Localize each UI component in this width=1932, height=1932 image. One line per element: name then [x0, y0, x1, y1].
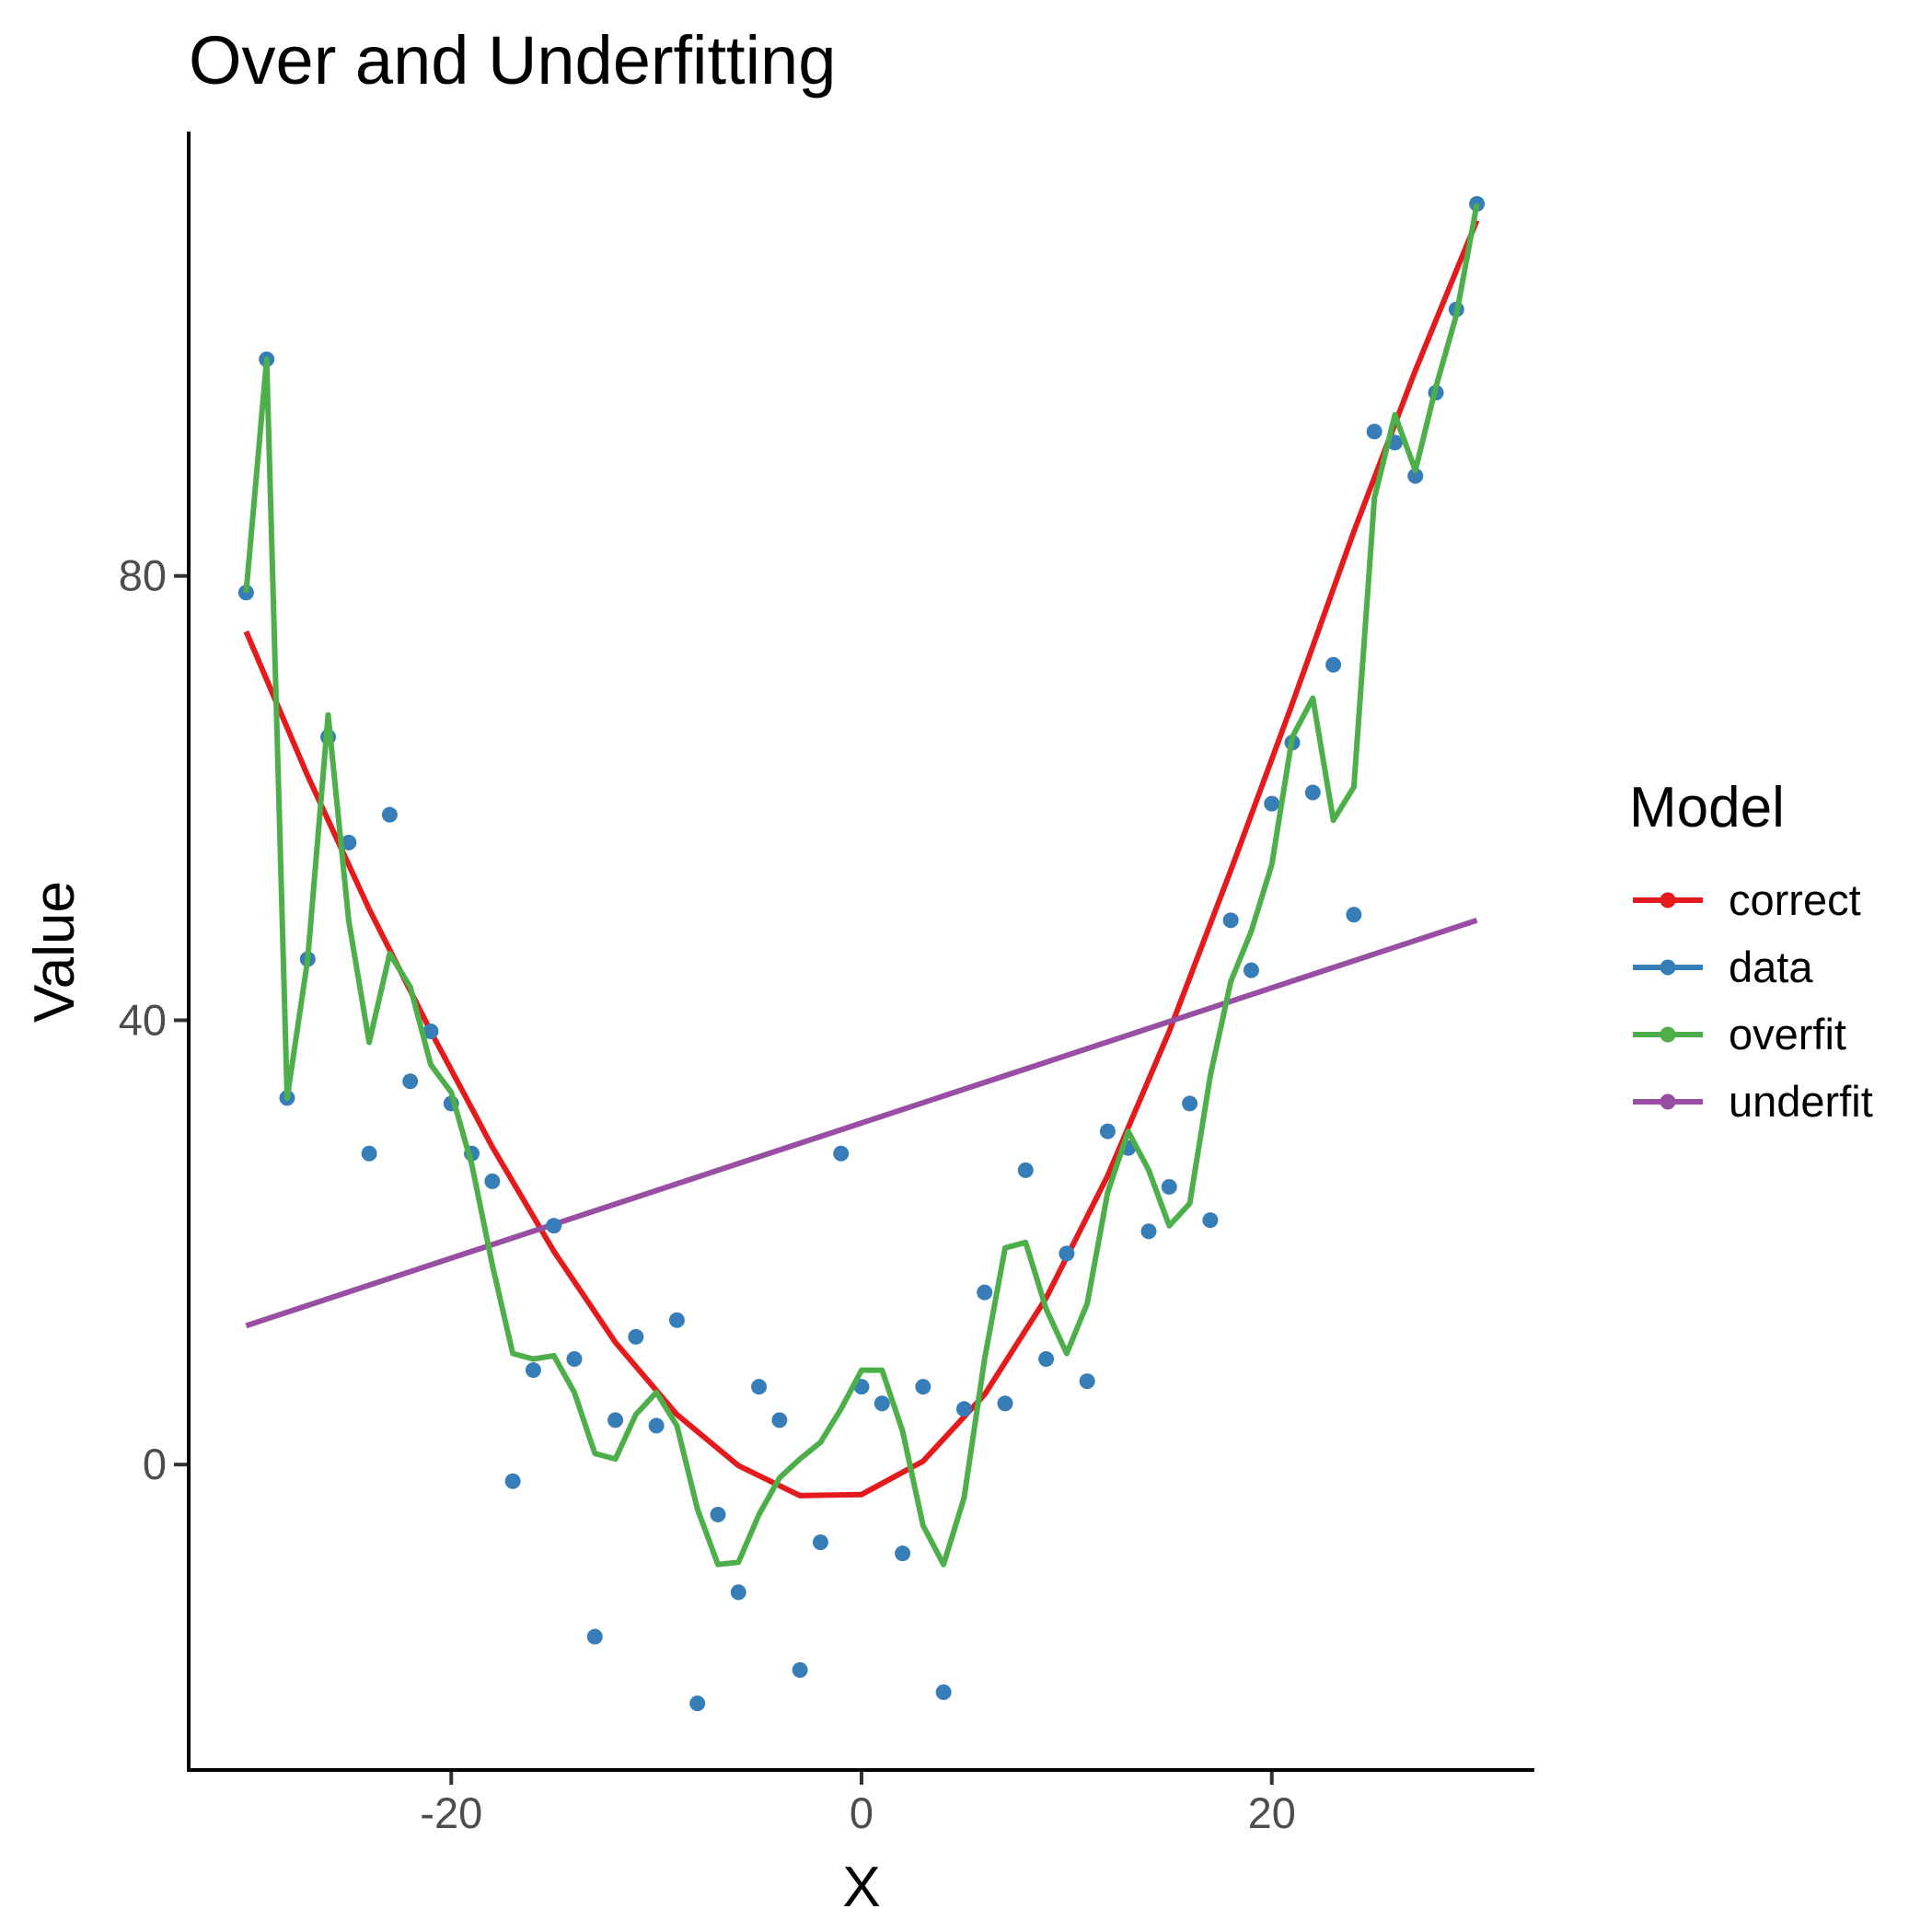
x-ticks: -20 0 20 [420, 1772, 1296, 1837]
legend-key-point [1660, 959, 1676, 976]
x-axis-title: X [842, 1856, 880, 1919]
data-point [402, 1073, 419, 1090]
plot-area [237, 195, 1486, 1712]
legend-label: correct [1729, 875, 1861, 924]
data-point [1264, 795, 1280, 812]
y-axis-title: Value [23, 881, 87, 1023]
data-point [833, 1145, 850, 1162]
data-point [1059, 1245, 1075, 1262]
legend-item-data: data [1633, 943, 1813, 991]
data-point [648, 1417, 665, 1434]
data-point [935, 1684, 952, 1701]
data-point [525, 1362, 541, 1379]
data-point [566, 1350, 583, 1367]
data-point [997, 1395, 1013, 1412]
data-point [730, 1584, 746, 1601]
legend-key-point [1660, 892, 1676, 908]
data-point [237, 584, 254, 601]
data-point [607, 1412, 624, 1429]
data-point [546, 1218, 562, 1234]
y-tick-label: 80 [119, 551, 167, 600]
legend-label: overfit [1729, 1010, 1846, 1059]
data-point [381, 806, 398, 823]
data-point [1182, 1095, 1198, 1112]
data-point [1038, 1350, 1055, 1367]
data-point [955, 1401, 972, 1417]
legend-item-correct: correct [1633, 875, 1861, 924]
data-point [812, 1534, 828, 1551]
legend-label: underfit [1729, 1077, 1873, 1126]
data-point [1099, 1123, 1116, 1140]
x-tick-label: -20 [420, 1788, 482, 1837]
y-ticks: 0 40 80 [119, 551, 187, 1488]
data-point [689, 1695, 706, 1712]
data-point [873, 1395, 890, 1412]
data-point [1222, 912, 1239, 929]
legend-title: Model [1629, 776, 1785, 839]
y-tick-label: 0 [143, 1440, 167, 1488]
data-point [586, 1628, 603, 1645]
data-point [1140, 1223, 1157, 1240]
data-point [1366, 423, 1382, 440]
data-point [361, 1145, 377, 1162]
legend-label: data [1729, 943, 1813, 991]
data-point [771, 1412, 788, 1429]
series-line-overfit [243, 202, 1480, 1568]
data-point [422, 1023, 439, 1039]
series-line-underfit [245, 917, 1478, 1329]
axes: -20 0 20 0 40 80 [119, 132, 1534, 1837]
data-point [977, 1284, 993, 1301]
x-tick-label: 0 [850, 1788, 873, 1837]
data-point [751, 1379, 768, 1395]
data-point [895, 1545, 911, 1562]
data-point [710, 1506, 726, 1522]
data-point [668, 1312, 685, 1328]
legend-item-underfit: underfit [1633, 1077, 1873, 1126]
series-points-data [237, 195, 1486, 1712]
data-point [792, 1661, 808, 1678]
data-point [1304, 784, 1321, 801]
data-point [628, 1328, 644, 1345]
chart-title: Over and Underfitting [189, 22, 836, 98]
data-point [1161, 1178, 1177, 1195]
y-tick-label: 40 [119, 995, 167, 1044]
data-point [504, 1473, 521, 1489]
data-point [341, 834, 357, 850]
data-point [1079, 1373, 1095, 1390]
data-point [915, 1379, 931, 1395]
legend: Model correct data overfit underfit [1629, 776, 1873, 1126]
data-point [1017, 1162, 1034, 1178]
data-point [1346, 907, 1362, 923]
legend-items: correct data overfit underfit [1633, 875, 1873, 1126]
data-point [1243, 962, 1259, 978]
data-point [1325, 656, 1342, 673]
data-point [1407, 468, 1424, 484]
legend-key-point [1660, 1026, 1676, 1043]
legend-key-point [1660, 1093, 1676, 1110]
x-tick-label: 20 [1248, 1788, 1296, 1837]
data-point [1202, 1212, 1219, 1229]
data-point [484, 1173, 501, 1189]
legend-item-overfit: overfit [1633, 1010, 1846, 1059]
series-line-correct [243, 219, 1480, 1498]
